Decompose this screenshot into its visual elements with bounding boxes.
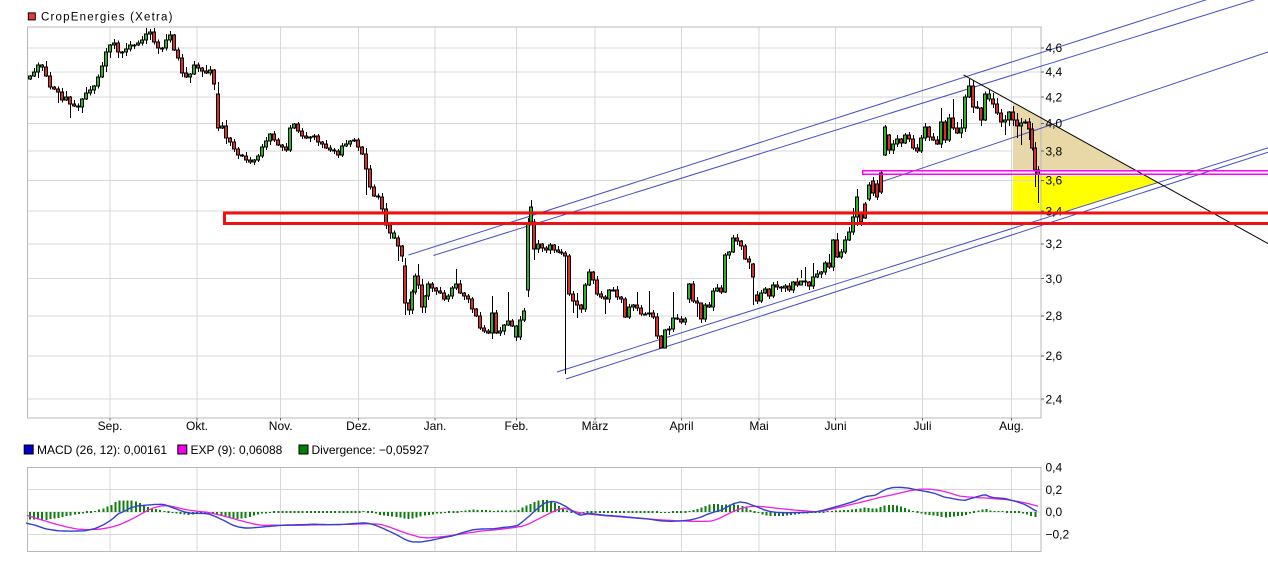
- svg-text:3,4: 3,4: [1046, 204, 1063, 218]
- svg-text:Nov.: Nov.: [269, 419, 293, 433]
- svg-text:0,0: 0,0: [1046, 505, 1063, 519]
- svg-text:April: April: [669, 419, 693, 433]
- svg-text:Juli: Juli: [913, 419, 931, 433]
- svg-text:2,6: 2,6: [1046, 349, 1063, 363]
- svg-text:Jan.: Jan.: [424, 419, 447, 433]
- svg-text:3,0: 3,0: [1046, 272, 1063, 286]
- svg-text:4,2: 4,2: [1046, 90, 1063, 104]
- svg-text:Aug.: Aug.: [999, 419, 1024, 433]
- svg-text:Sep.: Sep.: [98, 419, 123, 433]
- svg-text:Mai: Mai: [749, 419, 768, 433]
- svg-text:3,8: 3,8: [1046, 144, 1063, 158]
- svg-text:Okt.: Okt.: [186, 419, 208, 433]
- svg-text:4,4: 4,4: [1046, 65, 1063, 79]
- svg-text:Dez.: Dez.: [346, 419, 371, 433]
- svg-text:−0,2: −0,2: [1046, 528, 1070, 542]
- svg-text:3,6: 3,6: [1046, 174, 1063, 188]
- svg-text:4,6: 4,6: [1046, 41, 1063, 55]
- svg-text:MACD (26, 12): 0,00161: MACD (26, 12): 0,00161: [37, 443, 167, 457]
- svg-text:Juni: Juni: [824, 419, 846, 433]
- svg-text:Divergence: −0,05927: Divergence: −0,05927: [312, 443, 430, 457]
- svg-text:0,4: 0,4: [1046, 460, 1063, 474]
- svg-text:Feb.: Feb.: [504, 419, 528, 433]
- svg-text:EXP (9): 0,06088: EXP (9): 0,06088: [191, 443, 283, 457]
- svg-text:4,0: 4,0: [1046, 117, 1063, 131]
- svg-text:3,2: 3,2: [1046, 237, 1063, 251]
- svg-text:März: März: [582, 419, 609, 433]
- svg-text:2,4: 2,4: [1046, 392, 1063, 406]
- svg-text:CropEnergies (Xetra): CropEnergies (Xetra): [41, 12, 174, 24]
- svg-text:0,2: 0,2: [1046, 483, 1063, 497]
- svg-text:2,8: 2,8: [1046, 309, 1063, 323]
